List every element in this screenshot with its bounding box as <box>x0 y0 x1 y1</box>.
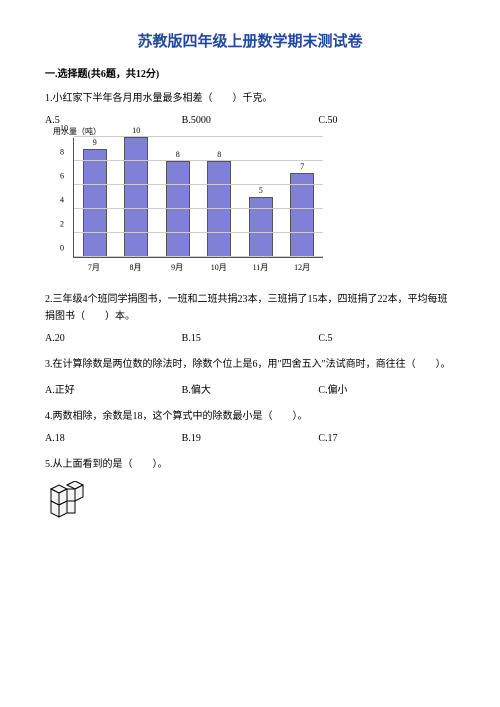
q1-options: A.5 B.5000 C.50 <box>45 115 455 126</box>
gridline <box>74 160 323 161</box>
q3-option-b: B.偏大 <box>182 381 319 396</box>
cubes-icon <box>45 481 89 519</box>
xtick-label: 12月 <box>288 262 316 273</box>
q2-option-a: A.20 <box>45 333 182 344</box>
chart-plot-area: 9108857 0246810 <box>73 138 323 258</box>
q2-option-c: C.5 <box>318 333 455 344</box>
bar <box>207 161 231 257</box>
ytick-label: 0 <box>60 244 64 253</box>
bar-value-label: 7 <box>300 162 304 171</box>
ytick-label: 8 <box>60 148 64 157</box>
bar <box>249 197 273 257</box>
q4-options: A.18 B.19 C.17 <box>45 433 455 444</box>
bar-wrap: 8 <box>164 150 192 257</box>
water-usage-chart: 用水量（吨） 9108857 0246810 7月8月9月10月11月12月 <box>53 138 323 273</box>
q2-options: A.20 B.15 C.5 <box>45 333 455 344</box>
question-5: 5.从上面看到的是（ ）。 <box>45 456 455 473</box>
bar-value-label: 8 <box>176 150 180 159</box>
q2-option-b: B.15 <box>182 333 319 344</box>
xtick-label: 9月 <box>163 262 191 273</box>
section-header: 一.选择题(共6题，共12分) <box>45 65 455 80</box>
question-2: 2.三年级4个班同学捐图书，一班和二班共捐23本，三班捐了15本，四班捐了22本… <box>45 291 455 325</box>
bars-row: 9108857 <box>74 138 323 257</box>
ytick-label: 6 <box>60 172 64 181</box>
bar-wrap: 10 <box>122 126 150 257</box>
bar-value-label: 10 <box>132 126 140 135</box>
bar-value-label: 5 <box>259 186 263 195</box>
q3-option-a: A.正好 <box>45 381 182 396</box>
ytick-label: 2 <box>60 220 64 229</box>
chart-xaxis: 7月 8月 9月 10月 11月 12月 <box>73 262 323 273</box>
cubes-figure <box>45 481 455 519</box>
bar-wrap: 9 <box>81 138 109 257</box>
bar <box>166 161 190 257</box>
xtick-label: 10月 <box>205 262 233 273</box>
question-3: 3.在计算除数是两位数的除法时，除数个位上是6，用"四舍五入"法试商时，商往往（… <box>45 356 455 373</box>
q3-options: A.正好 B.偏大 C.偏小 <box>45 381 455 396</box>
q4-option-c: C.17 <box>318 433 455 444</box>
gridline <box>74 256 323 257</box>
xtick-label: 8月 <box>121 262 149 273</box>
gridline <box>74 184 323 185</box>
xtick-label: 7月 <box>80 262 108 273</box>
bar-value-label: 9 <box>93 138 97 147</box>
bar-wrap: 8 <box>205 150 233 257</box>
xtick-label: 11月 <box>246 262 274 273</box>
q4-option-a: A.18 <box>45 433 182 444</box>
q1-option-b: B.5000 <box>182 115 319 126</box>
q1-option-c: C.50 <box>318 115 455 126</box>
question-1: 1.小红家下半年各月用水量最多相差（ ）千克。 <box>45 90 455 107</box>
gridline <box>74 136 323 137</box>
q3-option-c: C.偏小 <box>318 381 455 396</box>
q4-option-b: B.19 <box>182 433 319 444</box>
bar-value-label: 8 <box>217 150 221 159</box>
bar-wrap: 7 <box>288 162 316 257</box>
question-4: 4.两数相除，余数是18，这个算式中的除数最小是（ ）。 <box>45 408 455 425</box>
page-title: 苏教版四年级上册数学期末测试卷 <box>45 30 455 51</box>
bar <box>290 173 314 257</box>
gridline <box>74 232 323 233</box>
ytick-label: 4 <box>60 196 64 205</box>
ytick-label: 10 <box>60 124 68 133</box>
gridline <box>74 208 323 209</box>
bar <box>124 137 148 257</box>
bar-wrap: 5 <box>247 186 275 257</box>
bar <box>83 149 107 257</box>
